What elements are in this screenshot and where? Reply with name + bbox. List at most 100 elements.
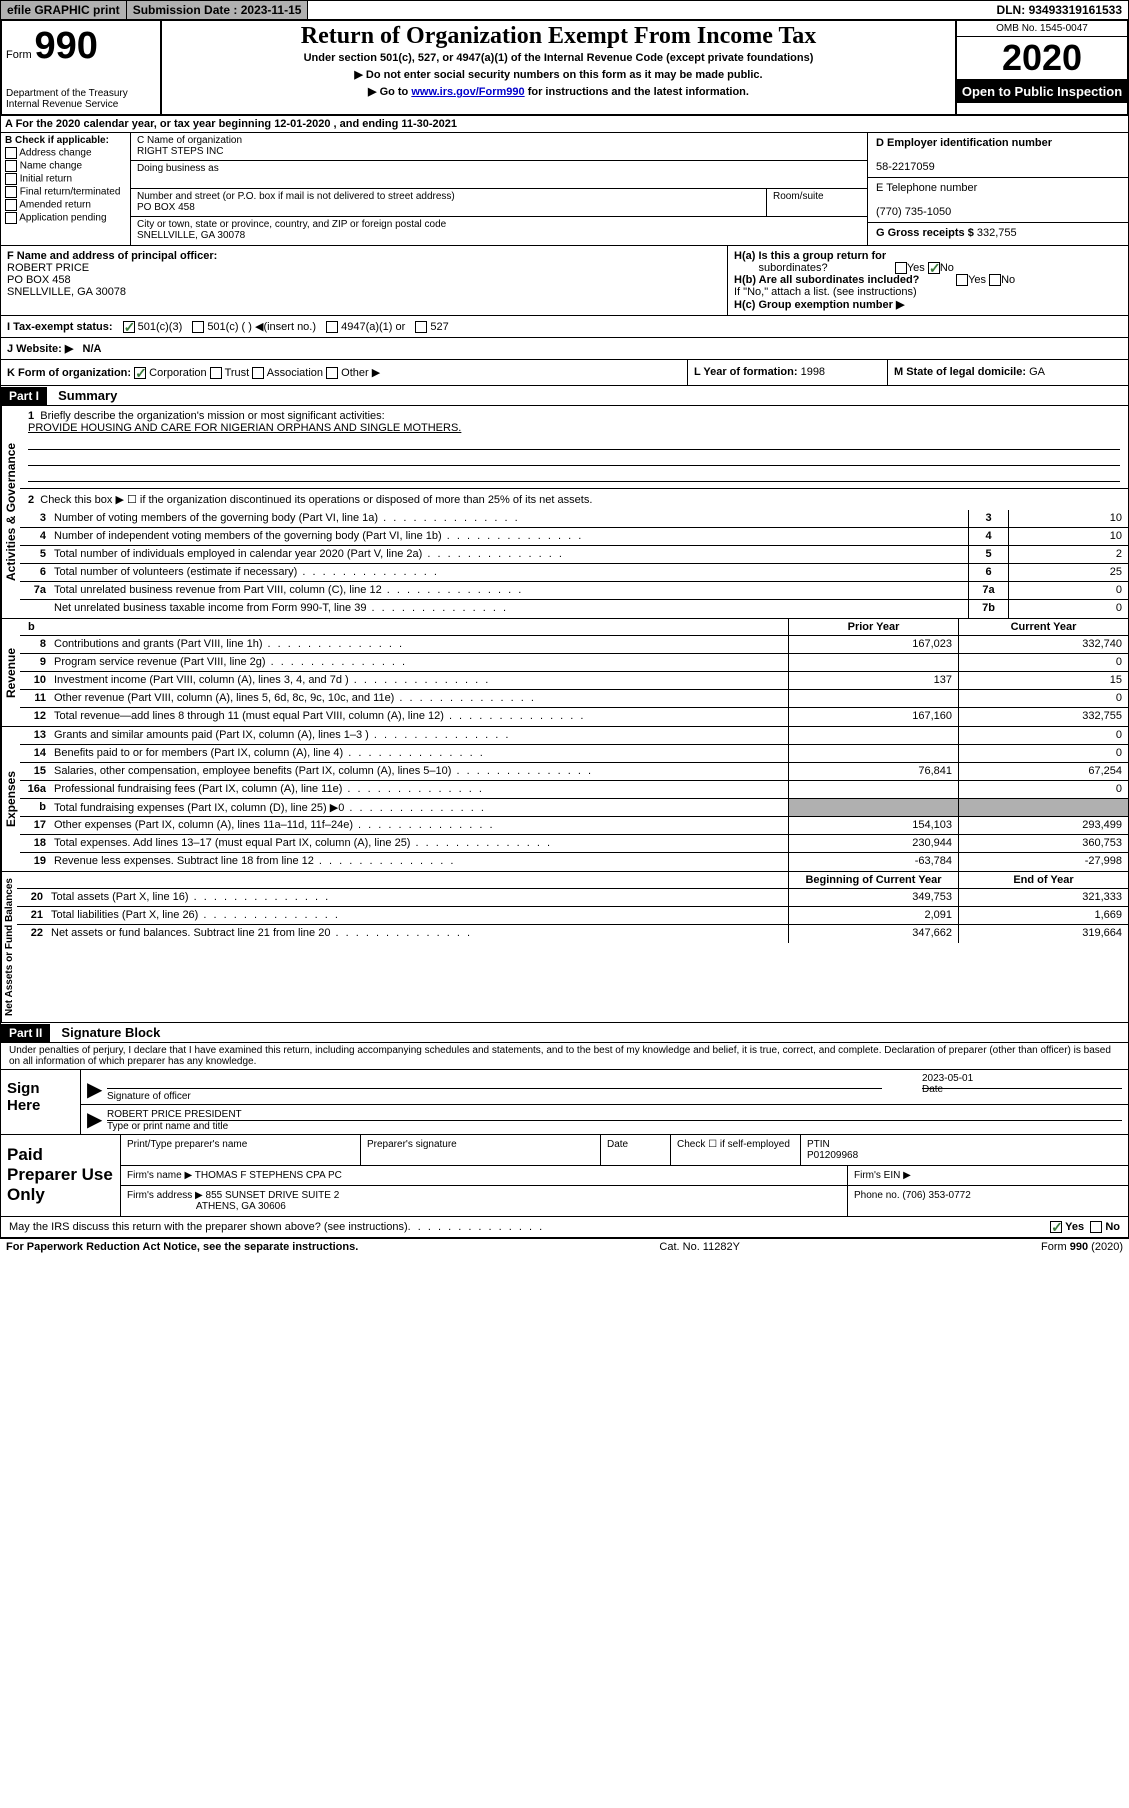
irs-label: Internal Revenue Service bbox=[6, 99, 156, 110]
part-ii-badge: Part II bbox=[1, 1024, 50, 1042]
checkbox-address-change[interactable]: Address change bbox=[5, 147, 126, 159]
hc-row: H(c) Group exemption number ▶ bbox=[734, 298, 1122, 311]
financial-line: 10 Investment income (Part VIII, column … bbox=[20, 672, 1128, 690]
netassets-label: Net Assets or Fund Balances bbox=[1, 872, 17, 1022]
street-row: Number and street (or P.O. box if mail i… bbox=[131, 189, 867, 217]
efile-print-button[interactable]: efile GRAPHIC print bbox=[1, 1, 127, 19]
501c3-checkbox[interactable] bbox=[123, 321, 135, 333]
form990-link[interactable]: www.irs.gov/Form990 bbox=[411, 86, 524, 98]
omb-number: OMB No. 1545-0047 bbox=[957, 21, 1127, 37]
part-i-header-row: Part I Summary bbox=[0, 386, 1129, 406]
firm-name-cell: Firm's name ▶ THOMAS F STEPHENS CPA PC bbox=[121, 1166, 848, 1185]
ha-row: H(a) Is this a group return for subordin… bbox=[734, 250, 1122, 274]
sig-date-value: 2023-05-01 bbox=[922, 1073, 1122, 1084]
501c-checkbox[interactable] bbox=[192, 321, 204, 333]
phone-cell: E Telephone number (770) 735-1050 bbox=[868, 178, 1128, 223]
submission-label: Submission Date : bbox=[133, 3, 238, 17]
sig-officer-label: Signature of officer bbox=[107, 1091, 191, 1102]
officer-group-row: F Name and address of principal officer:… bbox=[0, 246, 1129, 316]
section-i-tax-status: I Tax-exempt status: 501(c)(3) 501(c) ( … bbox=[0, 316, 1129, 338]
discuss-yes-checkbox[interactable] bbox=[1050, 1221, 1062, 1233]
financial-line: 16a Professional fundraising fees (Part … bbox=[20, 781, 1128, 799]
checkbox-application-pending[interactable]: Application pending bbox=[5, 212, 126, 224]
governance-line: 4 Number of independent voting members o… bbox=[20, 528, 1128, 546]
mission-text: PROVIDE HOUSING AND CARE FOR NIGERIAN OR… bbox=[28, 422, 461, 434]
governance-line: 5 Total number of individuals employed i… bbox=[20, 546, 1128, 564]
checkbox-amended-return[interactable]: Amended return bbox=[5, 199, 126, 211]
preparer-date-label: Date bbox=[601, 1135, 671, 1165]
revenue-col-headers: b Prior Year Current Year bbox=[20, 619, 1128, 636]
section-k-form-org: K Form of organization: Corporation Trus… bbox=[1, 360, 688, 385]
paperwork-notice: For Paperwork Reduction Act Notice, see … bbox=[6, 1241, 358, 1253]
checkbox-initial-return[interactable]: Initial return bbox=[5, 173, 126, 185]
dba-cell: Doing business as bbox=[131, 161, 867, 189]
ha-yes-checkbox[interactable] bbox=[895, 262, 907, 274]
sign-here-label: Sign Here bbox=[1, 1070, 81, 1134]
k-trust-checkbox[interactable] bbox=[210, 367, 222, 379]
netassets-section: Net Assets or Fund Balances Beginning of… bbox=[0, 872, 1129, 1023]
hb-no-checkbox[interactable] bbox=[989, 274, 1001, 286]
governance-line: Net unrelated business taxable income fr… bbox=[20, 600, 1128, 618]
open-public-badge: Open to Public Inspection bbox=[957, 80, 1127, 103]
checkbox-name-change[interactable]: Name change bbox=[5, 160, 126, 172]
tax-year: 2020 bbox=[957, 37, 1127, 80]
note-link: ▶ Go to www.irs.gov/Form990 for instruct… bbox=[170, 85, 947, 98]
governance-section: Activities & Governance 1 Briefly descri… bbox=[0, 406, 1129, 619]
k-assoc-checkbox[interactable] bbox=[252, 367, 264, 379]
financial-line: 9 Program service revenue (Part VIII, li… bbox=[20, 654, 1128, 672]
k-other-checkbox[interactable] bbox=[326, 367, 338, 379]
expenses-section: Expenses 13 Grants and similar amounts p… bbox=[0, 727, 1129, 872]
part-i-title: Summary bbox=[50, 386, 125, 405]
section-c-org-info: C Name of organization RIGHT STEPS INC D… bbox=[131, 133, 868, 245]
current-year-header: Current Year bbox=[958, 619, 1128, 635]
form-version: Form 990 (2020) bbox=[1041, 1241, 1123, 1253]
sign-here-block: Sign Here ▶ Signature of officer 2023-05… bbox=[0, 1070, 1129, 1135]
dln-field: DLN: 93493319161533 bbox=[991, 1, 1128, 19]
section-b-checkboxes: B Check if applicable: Address change Na… bbox=[1, 133, 131, 245]
discuss-row: May the IRS discuss this return with the… bbox=[0, 1217, 1129, 1238]
firm-name-row: Firm's name ▶ THOMAS F STEPHENS CPA PC F… bbox=[121, 1166, 1128, 1186]
ha-no-checkbox[interactable] bbox=[928, 262, 940, 274]
revenue-label: Revenue bbox=[1, 619, 20, 726]
financial-line: 18 Total expenses. Add lines 13–17 (must… bbox=[20, 835, 1128, 853]
page-footer: For Paperwork Reduction Act Notice, see … bbox=[0, 1238, 1129, 1255]
hb-yes-checkbox[interactable] bbox=[956, 274, 968, 286]
preparer-name-label: Print/Type preparer's name bbox=[121, 1135, 361, 1165]
preparer-self-employed: Check ☐ if self-employed bbox=[671, 1135, 801, 1165]
top-bar: efile GRAPHIC print Submission Date : 20… bbox=[0, 0, 1129, 20]
section-m-state: M State of legal domicile: GA bbox=[888, 360, 1128, 385]
financial-line: 21 Total liabilities (Part X, line 26) 2… bbox=[17, 907, 1128, 925]
firm-address-row: Firm's address ▶ 855 SUNSET DRIVE SUITE … bbox=[121, 1186, 1128, 1216]
discuss-no-checkbox[interactable] bbox=[1090, 1221, 1102, 1233]
header-right: OMB No. 1545-0047 2020 Open to Public In… bbox=[957, 21, 1127, 114]
form-subtitle: Under section 501(c), 527, or 4947(a)(1)… bbox=[170, 52, 947, 64]
header-left: Form 990 Department of the Treasury Inte… bbox=[2, 21, 162, 114]
sig-officer-row: ▶ Signature of officer 2023-05-01 Date bbox=[81, 1070, 1128, 1105]
sig-name-row: ▶ ROBERT PRICE PRESIDENT Type or print n… bbox=[81, 1105, 1128, 1134]
paid-preparer-block: Paid Preparer Use Only Print/Type prepar… bbox=[0, 1135, 1129, 1217]
prior-year-header: Prior Year bbox=[788, 619, 958, 635]
section-l-year: L Year of formation: 1998 bbox=[688, 360, 888, 385]
preparer-sig-label: Preparer's signature bbox=[361, 1135, 601, 1165]
financial-line: 17 Other expenses (Part IX, column (A), … bbox=[20, 817, 1128, 835]
financial-line: 22 Net assets or fund balances. Subtract… bbox=[17, 925, 1128, 943]
527-checkbox[interactable] bbox=[415, 321, 427, 333]
k-corp-checkbox[interactable] bbox=[134, 367, 146, 379]
part-i-badge: Part I bbox=[1, 387, 47, 405]
part-ii-title: Signature Block bbox=[53, 1023, 168, 1042]
financial-line: 13 Grants and similar amounts paid (Part… bbox=[20, 727, 1128, 745]
room-suite-cell: Room/suite bbox=[767, 189, 867, 216]
perjury-declaration: Under penalties of perjury, I declare th… bbox=[0, 1043, 1129, 1070]
city-cell: City or town, state or province, country… bbox=[131, 217, 867, 245]
checkbox-final-return[interactable]: Final return/terminated bbox=[5, 186, 126, 198]
financial-line: 11 Other revenue (Part VIII, column (A),… bbox=[20, 690, 1128, 708]
note-ssn: ▶ Do not enter social security numbers o… bbox=[170, 68, 947, 81]
preparer-ptin: PTINP01209968 bbox=[801, 1135, 1128, 1165]
4947-checkbox[interactable] bbox=[326, 321, 338, 333]
submission-date-button[interactable]: Submission Date : 2023-11-15 bbox=[127, 1, 309, 19]
ein-cell: D Employer identification number 58-2217… bbox=[868, 133, 1128, 178]
line-1-mission: 1 Briefly describe the organization's mi… bbox=[20, 406, 1128, 489]
end-year-header: End of Year bbox=[958, 872, 1128, 888]
sig-name-label: Type or print name and title bbox=[107, 1121, 228, 1132]
form-number: 990 bbox=[34, 25, 97, 67]
